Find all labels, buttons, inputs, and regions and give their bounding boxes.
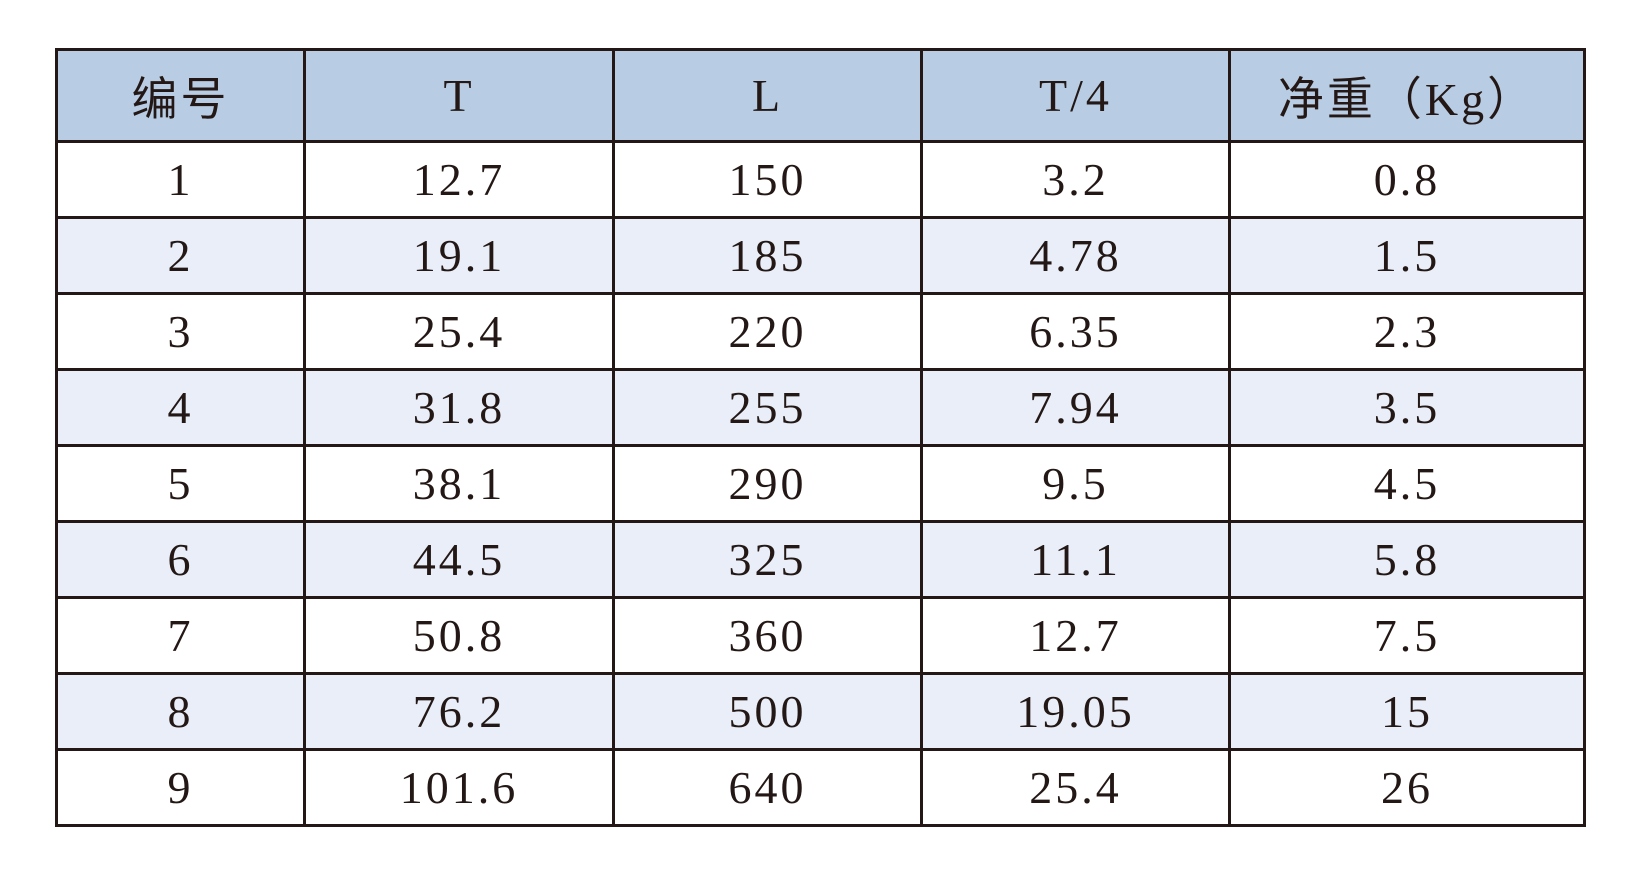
table-cell: 220 (612, 292, 923, 371)
header-row: 编号 T L T/4 净重（Kg） (55, 48, 1586, 143)
header-cell: L (612, 48, 923, 143)
table-cell: 360 (612, 596, 923, 675)
table-cell: 0.8 (1228, 140, 1586, 219)
table-cell: 5.8 (1228, 520, 1586, 599)
table-row: 6 44.5 325 11.1 5.8 (55, 520, 1586, 599)
table-cell: 500 (612, 672, 923, 751)
table-cell: 8 (55, 672, 306, 751)
table-cell: 76.2 (303, 672, 615, 751)
table-cell: 101.6 (303, 748, 615, 827)
table-cell: 640 (612, 748, 923, 827)
table-cell: 4.78 (920, 216, 1231, 295)
table-cell: 290 (612, 444, 923, 523)
table-row: 3 25.4 220 6.35 2.3 (55, 292, 1586, 371)
table-cell: 38.1 (303, 444, 615, 523)
table-row: 4 31.8 255 7.94 3.5 (55, 368, 1586, 447)
table-cell: 325 (612, 520, 923, 599)
header-cell: 净重（Kg） (1228, 48, 1586, 143)
table-cell: 15 (1228, 672, 1586, 751)
table-cell: 2.3 (1228, 292, 1586, 371)
table-cell: 31.8 (303, 368, 615, 447)
table-cell: 1.5 (1228, 216, 1586, 295)
table-cell: 19.05 (920, 672, 1231, 751)
table-cell: 19.1 (303, 216, 615, 295)
table-row: 9 101.6 640 25.4 26 (55, 748, 1586, 827)
header-cell: 编号 (55, 48, 306, 143)
header-cell: T/4 (920, 48, 1231, 143)
table-cell: 4 (55, 368, 306, 447)
table-cell: 26 (1228, 748, 1586, 827)
table-cell: 255 (612, 368, 923, 447)
table-cell: 3 (55, 292, 306, 371)
table-body: 1 12.7 150 3.2 0.8 2 19.1 185 4.78 1.5 3 25.4 220 6.3… (55, 140, 1586, 827)
table-cell: 44.5 (303, 520, 615, 599)
table-cell: 25.4 (920, 748, 1231, 827)
table-cell: 6 (55, 520, 306, 599)
table-cell: 7.94 (920, 368, 1231, 447)
table-cell: 12.7 (303, 140, 615, 219)
table-cell: 185 (612, 216, 923, 295)
table-row: 2 19.1 185 4.78 1.5 (55, 216, 1586, 295)
table-cell: 12.7 (920, 596, 1231, 675)
table-cell: 2 (55, 216, 306, 295)
table-row: 5 38.1 290 9.5 4.5 (55, 444, 1586, 523)
table-row: 1 12.7 150 3.2 0.8 (55, 140, 1586, 219)
table-cell: 7 (55, 596, 306, 675)
table-cell: 9 (55, 748, 306, 827)
table-cell: 50.8 (303, 596, 615, 675)
table-cell: 150 (612, 140, 923, 219)
table-cell: 5 (55, 444, 306, 523)
table-cell: 7.5 (1228, 596, 1586, 675)
table-cell: 4.5 (1228, 444, 1586, 523)
data-table: 编号 T L T/4 净重（Kg） 1 12.7 150 3.2 0.8 2 19.1 185 4.78… (55, 48, 1586, 827)
table-row: 7 50.8 360 12.7 7.5 (55, 596, 1586, 675)
table-cell: 1 (55, 140, 306, 219)
table-cell: 3.2 (920, 140, 1231, 219)
table-cell: 6.35 (920, 292, 1231, 371)
table-cell: 9.5 (920, 444, 1231, 523)
table-row: 8 76.2 500 19.05 15 (55, 672, 1586, 751)
table-cell: 25.4 (303, 292, 615, 371)
table-cell: 3.5 (1228, 368, 1586, 447)
header-cell: T (303, 48, 615, 143)
table-cell: 11.1 (920, 520, 1231, 599)
